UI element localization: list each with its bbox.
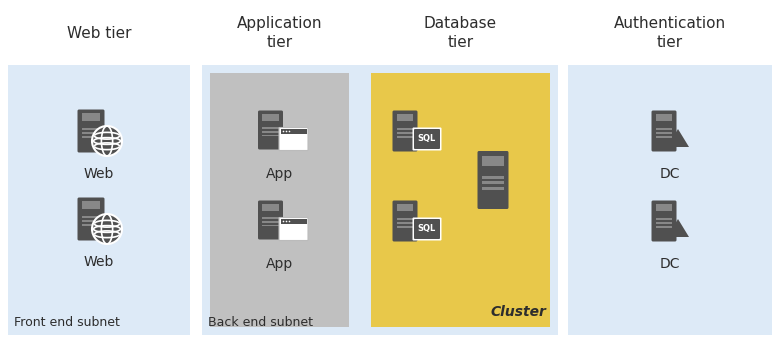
FancyBboxPatch shape (258, 200, 283, 240)
FancyBboxPatch shape (77, 110, 105, 152)
Text: Database
tier: Database tier (424, 16, 497, 50)
Bar (281, 129, 307, 149)
Circle shape (289, 131, 290, 132)
Bar (281, 219, 307, 239)
Bar (262, 224, 279, 227)
Text: App: App (266, 167, 293, 181)
Bar (281, 129, 307, 134)
Bar (262, 135, 279, 136)
Bar (82, 132, 100, 134)
FancyBboxPatch shape (414, 219, 440, 239)
FancyBboxPatch shape (414, 129, 440, 149)
Bar (482, 176, 504, 179)
Bar (397, 132, 413, 134)
Bar (82, 220, 100, 222)
Text: Front end subnet: Front end subnet (14, 316, 120, 329)
Circle shape (282, 131, 284, 132)
FancyBboxPatch shape (279, 217, 308, 241)
Bar (202, 65, 558, 335)
Bar (82, 128, 100, 130)
Text: SQL: SQL (418, 135, 436, 143)
Bar (281, 219, 307, 224)
Bar (371, 73, 550, 327)
FancyBboxPatch shape (477, 151, 509, 209)
Text: DC: DC (660, 167, 680, 181)
Bar (262, 204, 279, 211)
FancyBboxPatch shape (258, 110, 283, 150)
FancyBboxPatch shape (651, 110, 676, 151)
Bar (262, 217, 279, 219)
Bar (262, 127, 279, 129)
Bar (8, 65, 190, 335)
Bar (397, 218, 413, 220)
Bar (656, 204, 672, 211)
Bar (397, 128, 413, 130)
Bar (656, 128, 672, 130)
Polygon shape (667, 129, 689, 147)
Text: Web tier: Web tier (67, 25, 131, 41)
Bar (656, 132, 672, 134)
Polygon shape (667, 219, 689, 237)
FancyBboxPatch shape (413, 127, 441, 151)
Bar (397, 136, 413, 138)
Circle shape (285, 221, 287, 222)
Bar (656, 136, 672, 138)
Bar (397, 222, 413, 224)
Bar (397, 204, 413, 211)
Circle shape (92, 214, 122, 244)
Bar (262, 114, 279, 121)
Bar (482, 182, 504, 184)
Text: Application
tier: Application tier (237, 16, 322, 50)
Bar (82, 113, 100, 121)
Bar (82, 201, 100, 209)
Bar (656, 226, 672, 228)
Bar (656, 218, 672, 220)
Bar (482, 187, 504, 190)
Text: App: App (266, 257, 293, 271)
Text: Web: Web (83, 167, 114, 181)
Circle shape (285, 131, 287, 132)
Bar (262, 221, 279, 223)
FancyBboxPatch shape (392, 200, 417, 241)
Bar (262, 131, 279, 133)
Text: Authentication
tier: Authentication tier (614, 16, 726, 50)
Circle shape (92, 126, 122, 156)
Bar (82, 216, 100, 218)
Text: SQL: SQL (418, 224, 436, 233)
FancyBboxPatch shape (279, 127, 308, 151)
Circle shape (289, 221, 290, 222)
FancyBboxPatch shape (651, 200, 676, 241)
Text: Web: Web (83, 255, 114, 269)
Bar (397, 114, 413, 121)
Bar (82, 136, 100, 138)
Circle shape (282, 221, 284, 222)
Bar (568, 65, 772, 335)
Bar (397, 226, 413, 228)
Bar (482, 156, 504, 166)
Text: Cluster: Cluster (490, 305, 546, 319)
Text: DC: DC (660, 257, 680, 271)
Bar (210, 73, 349, 327)
FancyBboxPatch shape (392, 110, 417, 151)
Text: Back end subnet: Back end subnet (208, 316, 313, 329)
FancyBboxPatch shape (77, 197, 105, 241)
Bar (656, 114, 672, 121)
Bar (82, 224, 100, 226)
Bar (656, 222, 672, 224)
FancyBboxPatch shape (413, 217, 441, 241)
